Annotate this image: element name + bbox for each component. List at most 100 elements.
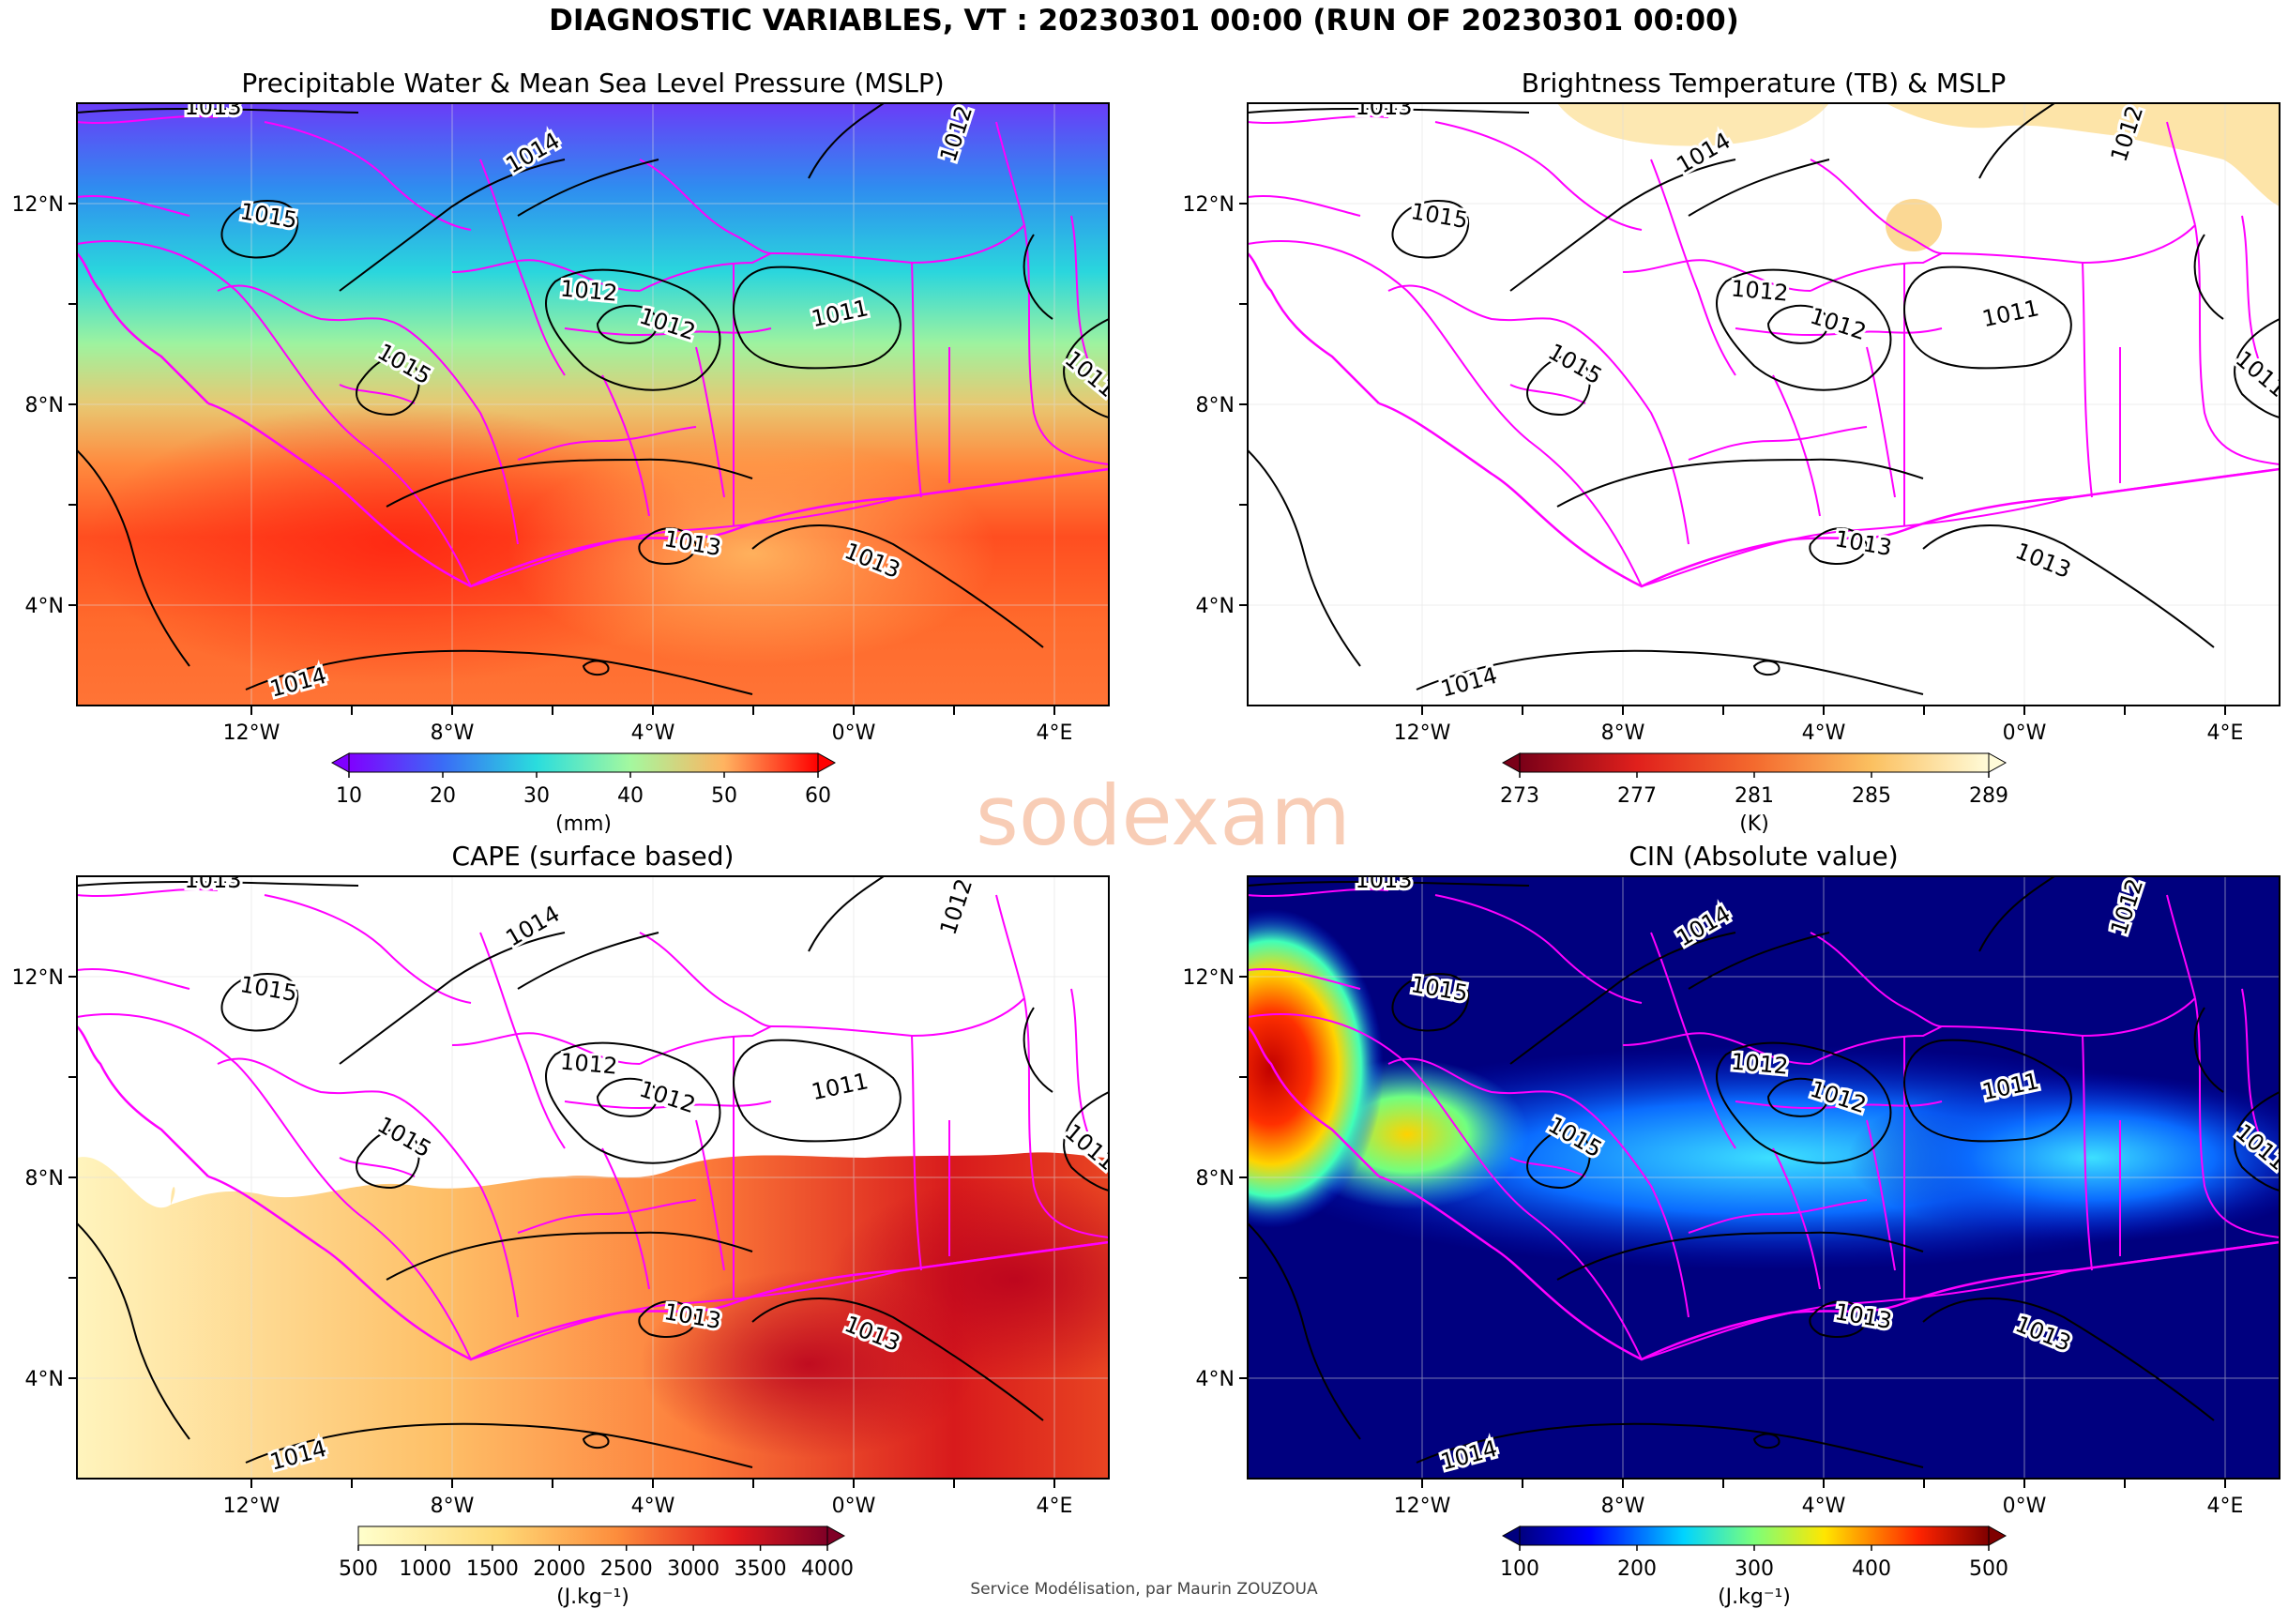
- latitude-axis: 4°N 8°N 12°N: [1183, 193, 1248, 618]
- colorbar-gradient: [357, 1525, 828, 1546]
- colorbar-tick-label: 281: [1735, 784, 1774, 808]
- colorbar-extend-max: [817, 752, 837, 773]
- colorbar-gradient: [1519, 752, 1990, 773]
- panel-title: CIN (Absolute value): [1629, 841, 1898, 872]
- longitude-axis: 12°W 8°W 4°W 0°W 4°E: [223, 706, 1073, 745]
- lon-tick-label: 8°W: [1601, 721, 1645, 745]
- lat-tick-label: 4°N: [25, 595, 64, 618]
- lon-tick-label: 4°E: [2207, 721, 2244, 745]
- lon-tick-label: 8°W: [431, 1495, 475, 1518]
- lat-tick-label: 4°N: [1196, 595, 1235, 618]
- colorbar-cape: 500 1000 1500 2000 2500 3000 3500 4000 (J.kg⁻¹): [339, 1525, 854, 1609]
- watermark-text: sodexam: [976, 767, 1351, 864]
- lon-tick-label: 4°W: [1802, 721, 1846, 745]
- sodexam-watermark-logo: sodexam: [976, 767, 1351, 864]
- main-title: DIAGNOSTIC VARIABLES, VT : 20230301 00:0…: [549, 4, 1739, 38]
- lon-tick-label: 8°W: [1601, 1495, 1645, 1518]
- panel-cin: CIN (Absolute value) 4°N 8°N 12°N 12°W 8°W 4…: [1183, 841, 2280, 1518]
- colorbar-tick-label: 300: [1735, 1557, 1774, 1581]
- colorbar-unit-label: (mm): [555, 812, 612, 836]
- colorbar-tick-label: 20: [430, 784, 456, 808]
- lat-tick-label: 12°N: [12, 193, 64, 217]
- longitude-axis: 12°W 8°W 4°W 0°W 4°E: [1394, 1479, 2244, 1518]
- lon-tick-label: 12°W: [1394, 1495, 1451, 1518]
- panel-title: Precipitable Water & Mean Sea Level Pres…: [241, 68, 944, 99]
- lon-tick-label: 0°W: [832, 721, 876, 745]
- colorbar-tick-label: 400: [1852, 1557, 1891, 1581]
- lat-tick-label: 12°N: [1183, 966, 1235, 990]
- lon-tick-label: 8°W: [431, 721, 475, 745]
- colorbar-tick-label: 277: [1617, 784, 1657, 808]
- colorbar-tick-label: 3000: [667, 1557, 720, 1581]
- colorbar-tick-label: 500: [339, 1557, 378, 1581]
- cloud-patch: [1886, 103, 2280, 206]
- colorbar-unit-label: (J.kg⁻¹): [556, 1586, 629, 1609]
- colorbar-gradient: [348, 752, 819, 773]
- colorbar-tick-label: 2000: [533, 1557, 585, 1581]
- lat-tick-label: 12°N: [12, 966, 64, 990]
- colorbar-extend-max: [826, 1525, 846, 1546]
- lon-tick-label: 4°E: [1037, 721, 1073, 745]
- lat-tick-label: 8°N: [25, 1167, 64, 1191]
- lat-tick-label: 8°N: [25, 394, 64, 417]
- lon-tick-label: 12°W: [223, 1495, 280, 1518]
- colorbar-tick-label: 40: [617, 784, 644, 808]
- colorbar-cin: 100 200 300 400 500 (J.kg⁻¹): [1500, 1525, 2008, 1609]
- lon-tick-label: 0°W: [2003, 1495, 2047, 1518]
- colorbar-tick-label: 100: [1500, 1557, 1539, 1581]
- colorbar-unit-label: (K): [1739, 812, 1769, 836]
- panel-brightness-temperature: Brightness Temperature (TB) & MSLP 4°N 8°…: [1183, 68, 2280, 745]
- colorbar-tick-label: 200: [1617, 1557, 1657, 1581]
- colorbar-tick-label: 1500: [466, 1557, 519, 1581]
- latitude-axis: 4°N 8°N 12°N: [12, 193, 77, 618]
- colorbar-tick-label: 289: [1969, 784, 2008, 808]
- colorbar-tick-label: 2500: [600, 1557, 653, 1581]
- lon-tick-label: 4°E: [1037, 1495, 1073, 1518]
- lon-tick-label: 4°E: [2207, 1495, 2244, 1518]
- colorbar-unit-label: (J.kg⁻¹): [1718, 1586, 1791, 1609]
- colorbar-tick-label: 1000: [399, 1557, 451, 1581]
- colorbar-tick-label: 285: [1852, 784, 1891, 808]
- lon-tick-label: 0°W: [2003, 721, 2047, 745]
- latitude-axis: 4°N 8°N 12°N: [12, 966, 77, 1391]
- longitude-axis: 12°W 8°W 4°W 0°W 4°E: [223, 1479, 1073, 1518]
- lon-tick-label: 12°W: [223, 721, 280, 745]
- panel-title: Brightness Temperature (TB) & MSLP: [1522, 68, 2007, 99]
- latitude-axis: 4°N 8°N 12°N: [1183, 966, 1248, 1391]
- colorbar-tick-label: 3500: [735, 1557, 787, 1581]
- colorbar-tick-label: 30: [523, 784, 550, 808]
- footer-credit: Service Modélisation, par Maurin ZOUZOUA: [970, 1580, 1318, 1599]
- lon-tick-label: 12°W: [1394, 721, 1451, 745]
- colorbar-brightness-temperature: 273 277 281 285 289 (K): [1500, 752, 2008, 836]
- pw-moist-area: [508, 441, 996, 666]
- colorbar-extend-min: [1501, 1525, 1521, 1546]
- colorbar-tick-label: 273: [1500, 784, 1539, 808]
- panel-title: CAPE (surface based): [452, 841, 735, 872]
- colorbar-tick-label: 500: [1969, 1557, 2008, 1581]
- cin-band-area: [1848, 1073, 2280, 1242]
- colorbar-tick-label: 50: [711, 784, 737, 808]
- lon-tick-label: 0°W: [832, 1495, 876, 1518]
- cloud-patch: [1557, 103, 1829, 146]
- lat-tick-label: 12°N: [1183, 193, 1235, 217]
- panel-cape: CAPE (surface based) 4°N 8°N 12°N 12°W 8°W 4…: [12, 841, 1110, 1518]
- colorbar-extend-min: [330, 752, 350, 773]
- colorbar-tick-label: 10: [336, 784, 362, 808]
- longitude-axis: 12°W 8°W 4°W 0°W 4°E: [1394, 706, 2244, 745]
- colorbar-extend-max: [1988, 752, 2008, 773]
- lon-tick-label: 4°W: [1802, 1495, 1846, 1518]
- lat-tick-label: 8°N: [1196, 394, 1235, 417]
- colorbar-extend-min: [1501, 752, 1521, 773]
- cin-maximum-area: [1248, 909, 1384, 1228]
- panel-precipitable-water: Precipitable Water & Mean Sea Level Pres…: [12, 68, 1110, 745]
- colorbar-gradient: [1519, 1525, 1990, 1546]
- lat-tick-label: 4°N: [1196, 1368, 1235, 1391]
- colorbar-precipitable-water: 10 20 30 40 50 60 (mm): [330, 752, 837, 836]
- lon-tick-label: 4°W: [631, 721, 675, 745]
- lat-tick-label: 8°N: [1196, 1167, 1235, 1191]
- lon-tick-label: 4°W: [631, 1495, 675, 1518]
- colorbar-extend-max: [1988, 1525, 2008, 1546]
- colorbar-tick-label: 4000: [801, 1557, 854, 1581]
- colorbar-tick-label: 60: [805, 784, 831, 808]
